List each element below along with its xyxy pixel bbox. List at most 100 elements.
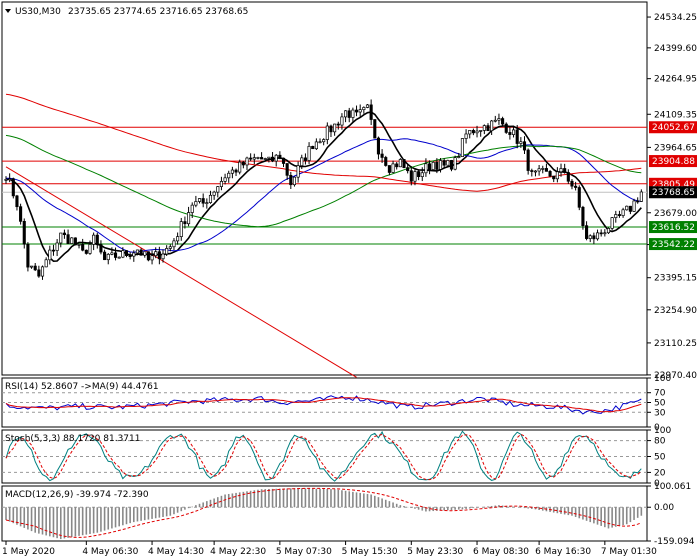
candle-body xyxy=(4,178,8,181)
level-tag-label: 23904.88 xyxy=(652,157,695,167)
candle-body xyxy=(409,170,413,182)
candle-body xyxy=(150,255,154,261)
candle-body xyxy=(493,119,497,122)
candle-body xyxy=(482,125,486,131)
candle-body xyxy=(614,214,618,219)
candle-body xyxy=(395,163,399,168)
candle-body xyxy=(106,253,110,261)
candle-body xyxy=(636,200,640,203)
candle-body xyxy=(435,161,439,170)
candle-body xyxy=(365,104,370,108)
sub-tick-label: -159.094 xyxy=(654,537,695,547)
candle-body xyxy=(303,157,307,161)
candle-body xyxy=(344,110,348,118)
candle-body xyxy=(329,125,333,133)
candle-body xyxy=(530,170,534,172)
candle-body xyxy=(617,214,621,216)
macd-panel[interactable]: 100.061 0.00 -159.094 xyxy=(2,482,695,547)
current-price-label: 23768.65 xyxy=(652,188,695,198)
candle-body xyxy=(457,156,461,158)
candle-body xyxy=(628,205,632,212)
candle-body xyxy=(103,251,107,261)
candle-body xyxy=(44,259,48,268)
candle-body xyxy=(428,163,432,170)
candle-body xyxy=(475,130,479,134)
level-tag xyxy=(649,121,697,134)
candle-body xyxy=(420,172,424,178)
sub-tick-label: 20 xyxy=(654,468,666,478)
price-tick-label: 24534.25 xyxy=(654,13,697,23)
candle-body xyxy=(351,109,355,118)
ma-line xyxy=(5,138,642,253)
candle-body xyxy=(311,145,315,150)
candle-body xyxy=(625,205,629,211)
candle-body xyxy=(369,104,373,120)
candle-body xyxy=(322,139,326,143)
candle-body xyxy=(124,250,129,256)
panel-frame xyxy=(1,485,648,542)
candle-body xyxy=(143,251,147,256)
candle-body xyxy=(446,160,450,166)
candle-body xyxy=(128,255,132,257)
trendline[interactable] xyxy=(5,166,357,378)
level-tag xyxy=(649,238,697,251)
candle-body xyxy=(139,249,143,256)
candle-body xyxy=(354,109,359,113)
sub-tick-label: 0 xyxy=(654,423,660,433)
symbol-label: US30,M30 xyxy=(15,7,61,17)
price-tick-label: 24264.95 xyxy=(654,75,697,85)
candle-body xyxy=(197,198,202,202)
candle-body xyxy=(588,235,592,239)
candle-body xyxy=(187,212,191,225)
level-tag-label: 23616.52 xyxy=(652,223,695,233)
candle-body xyxy=(471,130,475,134)
candle-body xyxy=(552,175,556,180)
chevron-down-icon[interactable] xyxy=(5,9,11,13)
candle-body xyxy=(501,118,505,125)
candle-body xyxy=(219,181,223,187)
level-tags: 24052.67 23904.88 23805.49 23616.52 23542.22… xyxy=(649,121,697,251)
trendline-segment[interactable] xyxy=(5,166,357,378)
candle-body xyxy=(227,172,231,179)
candle-body xyxy=(205,202,209,204)
candle-body xyxy=(252,157,256,160)
candle-body xyxy=(347,110,351,118)
time-tick-label: 5 May 15:30 xyxy=(342,547,398,557)
candle-body xyxy=(208,194,213,203)
candle-body xyxy=(358,109,362,113)
candle-body xyxy=(610,217,614,229)
candle-body xyxy=(59,232,63,244)
candle-body xyxy=(179,221,183,237)
candle-body xyxy=(176,236,180,242)
candle-body xyxy=(526,149,530,171)
candle-body xyxy=(95,234,99,246)
candle-body xyxy=(559,168,563,173)
candle-body xyxy=(37,269,41,277)
candle-body xyxy=(544,168,548,172)
candle-body xyxy=(99,244,103,253)
candle-body xyxy=(281,157,286,164)
candle-body xyxy=(570,180,574,187)
candle-body xyxy=(490,120,494,132)
candle-body xyxy=(373,119,377,139)
candle-body xyxy=(70,237,74,244)
current-price-tag xyxy=(649,186,697,199)
candle-body xyxy=(230,169,234,174)
candle-body xyxy=(190,204,194,213)
candle-body xyxy=(168,246,172,249)
candle-body xyxy=(508,132,512,135)
stoch-k-line xyxy=(5,430,642,482)
candle-body xyxy=(391,163,395,173)
chart-header: US30,M30 23735.65 23774.65 23716.65 2376… xyxy=(5,7,248,17)
sub-tick-label: 30 xyxy=(654,408,666,418)
time-tick-label: 4 May 14:30 xyxy=(148,547,204,557)
sub-tick-label: 50 xyxy=(654,453,666,463)
candle-body xyxy=(413,171,417,182)
candle-body xyxy=(453,157,457,170)
time-tick-label: 5 May 07:30 xyxy=(276,547,332,557)
stoch-label: Stoch(5,3,3) 88.1720 81.3711 xyxy=(5,434,140,444)
candle-body xyxy=(519,141,523,144)
